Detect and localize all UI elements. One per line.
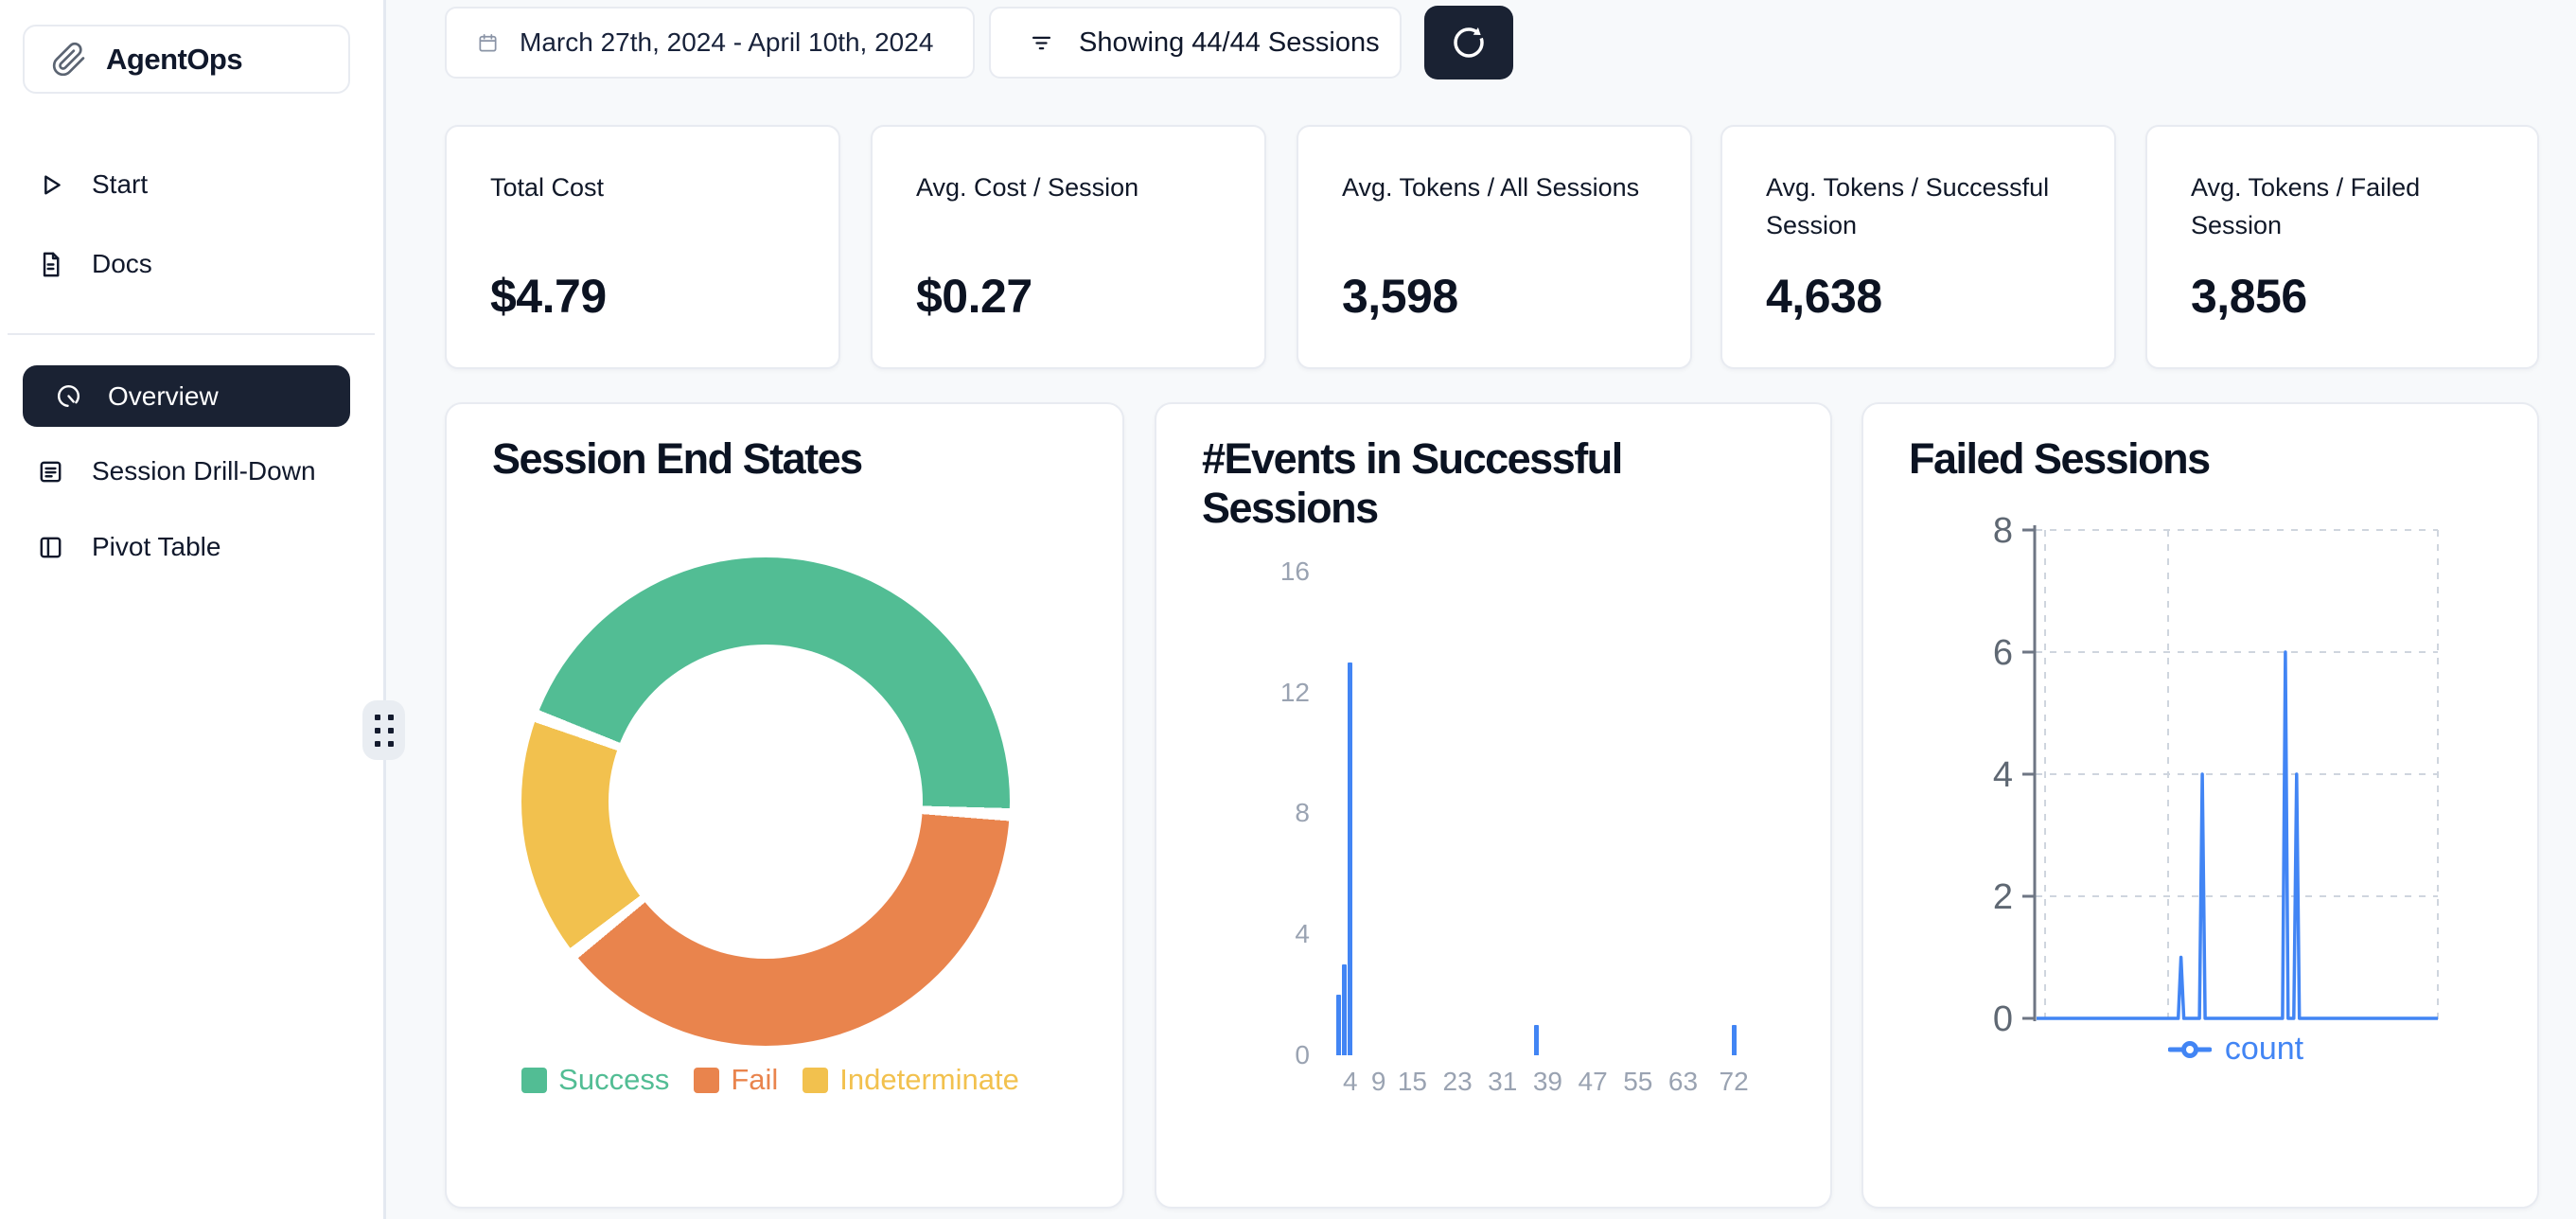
stat-card-avg-tokens-failed: Avg. Tokens / Failed Session 3,856 bbox=[2145, 125, 2539, 369]
donut-legend: Success Fail Indeterminate bbox=[447, 1063, 1094, 1097]
sidebar-resize-handle[interactable] bbox=[362, 700, 405, 760]
bar[interactable] bbox=[1348, 662, 1353, 1055]
failed-sessions-card: Failed Sessions 0 2 4 6 8 count bbox=[1861, 402, 2539, 1209]
session-filter-label: Showing 44/44 Sessions bbox=[1079, 26, 1380, 58]
y-axis-tick-label: 8 bbox=[1993, 511, 2013, 551]
y-axis-tick-label: 6 bbox=[1993, 633, 2013, 673]
docs-icon bbox=[36, 250, 65, 279]
session-list-icon bbox=[36, 457, 65, 486]
sidebar: AgentOps Start Docs bbox=[0, 0, 383, 1219]
y-axis-tick-label: 8 bbox=[1295, 798, 1310, 828]
legend-item-success[interactable]: Success bbox=[521, 1063, 669, 1097]
play-icon bbox=[36, 170, 65, 200]
stat-card-avg-cost: Avg. Cost / Session $0.27 bbox=[871, 125, 1266, 369]
bar[interactable] bbox=[1731, 1025, 1737, 1055]
stat-label: Avg. Tokens / Failed Session bbox=[2191, 173, 2421, 239]
session-filter-button[interactable]: Showing 44/44 Sessions bbox=[989, 7, 1402, 79]
sidebar-item-label: Overview bbox=[108, 380, 219, 411]
sidebar-item-start[interactable]: Start bbox=[0, 154, 383, 215]
session-end-states-donut-chart[interactable] bbox=[521, 557, 1010, 1046]
sidebar-item-overview[interactable]: Overview bbox=[23, 365, 350, 427]
stat-value: $0.27 bbox=[916, 270, 1032, 323]
legend-swatch bbox=[803, 1067, 829, 1093]
session-end-states-card: Session End States Success Fail Indeterm… bbox=[445, 402, 1124, 1209]
sidebar-item-docs[interactable]: Docs bbox=[0, 234, 383, 294]
stat-card-total-cost: Total Cost $4.79 bbox=[445, 125, 840, 369]
x-axis-tick-label: 15 bbox=[1397, 1067, 1427, 1096]
y-axis-tick-label: 0 bbox=[1295, 1040, 1310, 1069]
refresh-button[interactable] bbox=[1424, 6, 1513, 80]
filter-icon bbox=[1029, 30, 1054, 56]
legend-item-fail[interactable]: Fail bbox=[694, 1063, 778, 1097]
refresh-icon bbox=[1449, 23, 1489, 62]
y-axis-tick-label: 16 bbox=[1279, 556, 1310, 586]
line-legend[interactable]: count bbox=[2034, 1031, 2438, 1068]
sidebar-item-label: Docs bbox=[92, 249, 152, 278]
failed-sessions-line-chart[interactable]: 0 2 4 6 8 bbox=[1863, 404, 2541, 1210]
x-axis-tick-label: 47 bbox=[1578, 1067, 1608, 1096]
gauge-icon bbox=[54, 381, 83, 411]
legend-item-indeterminate[interactable]: Indeterminate bbox=[803, 1063, 1019, 1097]
stat-card-avg-tokens-successful: Avg. Tokens / Successful Session 4,638 bbox=[1720, 125, 2116, 369]
paperclip-logo-icon bbox=[51, 42, 87, 78]
y-axis-tick-label: 12 bbox=[1279, 677, 1310, 707]
stat-label: Avg. Tokens / Successful Session bbox=[1766, 173, 2050, 239]
stat-label: Avg. Cost / Session bbox=[916, 173, 1139, 202]
date-range-label: March 27th, 2024 - April 10th, 2024 bbox=[520, 27, 934, 57]
events-bar-chart[interactable]: 0 4 8 12 16 4 9 15 23 31 39 47 55 63 72 bbox=[1156, 404, 1830, 1207]
x-axis-tick-label: 55 bbox=[1623, 1067, 1653, 1096]
legend-label: Success bbox=[558, 1063, 670, 1096]
date-range-button[interactable]: March 27th, 2024 - April 10th, 2024 bbox=[445, 7, 975, 79]
x-axis-tick-label: 23 bbox=[1442, 1067, 1473, 1096]
x-axis-tick-label: 63 bbox=[1667, 1067, 1699, 1096]
y-axis-tick-label: 2 bbox=[1993, 877, 2013, 917]
legend-swatch bbox=[521, 1067, 548, 1093]
legend-label: Fail bbox=[731, 1063, 779, 1096]
stat-card-avg-tokens-all: Avg. Tokens / All Sessions 3,598 bbox=[1297, 125, 1692, 369]
legend-label: count bbox=[2224, 1031, 2304, 1067]
app-name: AgentOps bbox=[106, 42, 243, 76]
legend-label: Indeterminate bbox=[839, 1063, 1019, 1096]
count-series-marker-icon bbox=[2167, 1039, 2212, 1060]
x-axis-tick-label: 72 bbox=[1719, 1067, 1749, 1096]
stat-value: 3,598 bbox=[1342, 270, 1458, 323]
stat-value: $4.79 bbox=[490, 270, 607, 323]
legend-swatch bbox=[694, 1067, 720, 1093]
chart-title: #Events in Successful Sessions bbox=[1202, 434, 1623, 532]
sidebar-item-label: Start bbox=[92, 169, 149, 199]
sidebar-resize-divider bbox=[383, 0, 386, 1219]
chart-title: Failed Sessions bbox=[1909, 434, 2211, 483]
sidebar-item-label: Pivot Table bbox=[92, 532, 221, 561]
x-axis-tick-label: 31 bbox=[1488, 1067, 1518, 1096]
stat-value: 4,638 bbox=[1766, 270, 1882, 323]
y-axis-tick-label: 0 bbox=[1993, 999, 2013, 1039]
x-axis-tick-label: 9 bbox=[1370, 1067, 1386, 1096]
sidebar-item-pivot-table[interactable]: Pivot Table bbox=[0, 517, 383, 577]
sidebar-item-label: Session Drill-Down bbox=[92, 456, 316, 486]
logo[interactable]: AgentOps bbox=[23, 25, 350, 94]
x-axis-tick-label: 39 bbox=[1532, 1067, 1563, 1096]
events-in-successful-sessions-card: #Events in Successful Sessions 0 4 8 12 16 4 9… bbox=[1155, 402, 1832, 1209]
y-axis-tick-label: 4 bbox=[1295, 919, 1310, 949]
y-axis-tick-label: 4 bbox=[1993, 755, 2013, 795]
sidebar-section-divider bbox=[8, 333, 375, 335]
bar[interactable] bbox=[1336, 995, 1342, 1055]
sidebar-item-session-drill-down[interactable]: Session Drill-Down bbox=[0, 441, 383, 502]
x-axis-tick-label: 4 bbox=[1343, 1067, 1358, 1096]
bar[interactable] bbox=[1534, 1025, 1540, 1055]
pivot-table-icon bbox=[36, 533, 65, 562]
bar[interactable] bbox=[1342, 964, 1348, 1055]
stat-value: 3,856 bbox=[2191, 270, 2307, 323]
calendar-icon bbox=[477, 32, 499, 54]
chart-title: Session End States bbox=[492, 434, 863, 483]
stat-label: Total Cost bbox=[490, 173, 605, 202]
stat-label: Avg. Tokens / All Sessions bbox=[1342, 173, 1640, 202]
